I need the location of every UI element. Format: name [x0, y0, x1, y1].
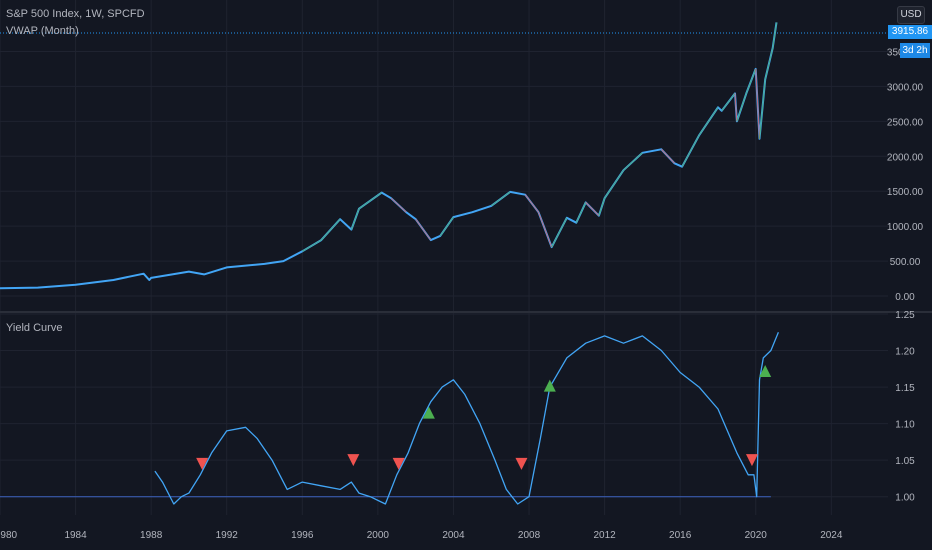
vwap-segment [350, 208, 360, 230]
price-tick-label: 1000.00 [887, 222, 924, 233]
vwap-segment [585, 202, 600, 217]
time-tick-label: 1996 [291, 530, 314, 541]
time-tick-label: 1988 [140, 530, 163, 541]
time-tick-label: 2004 [442, 530, 465, 541]
time-tick-label: 2000 [367, 530, 390, 541]
yield-curve-indicator-label[interactable]: Yield Curve [6, 322, 63, 334]
time-axis[interactable]: 1980 1984 1988 1992 1996 2000 2004 2008 2012 2016… [0, 530, 843, 541]
price-tick-label: 3000.00 [887, 82, 924, 93]
vwap-segment [772, 22, 778, 49]
buy-signal-marker [422, 406, 435, 419]
sell-signal-marker [515, 457, 528, 470]
yield-tick-label: 1.00 [895, 493, 915, 504]
currency-button[interactable]: USD [897, 6, 925, 24]
vwap-segment [745, 68, 757, 94]
yield-curve-axis[interactable]: 1.00 1.05 1.10 1.15 1.20 1.25 [895, 310, 915, 504]
vwap-segment [755, 68, 761, 139]
vwap-segment [390, 197, 407, 213]
price-tick-label: 2500.00 [887, 117, 924, 128]
time-tick-label: 1992 [216, 530, 239, 541]
vwap-segment [681, 135, 700, 167]
yield-tick-label: 1.25 [895, 310, 915, 321]
vwap-segment [302, 239, 322, 252]
price-pane [0, 22, 778, 290]
yield-tick-label: 1.05 [895, 456, 915, 467]
time-tick-label: 1980 [0, 530, 18, 541]
vwap-segment [660, 148, 675, 164]
time-tick-label: 2024 [820, 530, 843, 541]
price-tick-label: 2000.00 [887, 152, 924, 163]
vwap-segment [524, 194, 539, 213]
price-axis[interactable]: 0.00 500.00 1000.00 1500.00 2000.00 2500.00 30… [887, 47, 924, 303]
vwap-segment [759, 79, 766, 139]
vwap-segment [734, 93, 738, 122]
yield-tick-label: 1.20 [895, 347, 915, 358]
yield-tick-label: 1.15 [895, 383, 915, 394]
time-tick-label: 2020 [745, 530, 768, 541]
sell-signal-marker [196, 457, 209, 470]
sell-signal-marker [392, 457, 405, 470]
vwap-segment [604, 169, 624, 199]
price-tick-label: 0.00 [895, 292, 915, 303]
price-tick-label: 1500.00 [887, 187, 924, 198]
vwap-segment [358, 192, 382, 210]
vwap-segment [698, 107, 719, 136]
vwap-segment [575, 202, 587, 223]
vwap-segment [551, 217, 568, 248]
vwap-segment [721, 93, 736, 112]
vwap-indicator-label[interactable]: VWAP (Month) [6, 25, 79, 37]
vwap-segment [736, 93, 747, 122]
buy-signal-marker [543, 379, 556, 392]
yield-curve-pane [0, 332, 780, 505]
vwap-segment [439, 216, 454, 237]
vwap-segment [490, 191, 511, 207]
sell-signal-marker [347, 454, 360, 467]
sell-signal-marker [745, 454, 758, 467]
yield-curve-line [154, 332, 780, 505]
time-tick-label: 2008 [518, 530, 541, 541]
vwap-segment [598, 198, 606, 216]
vwap-segment [320, 218, 341, 241]
yield-tick-label: 1.10 [895, 420, 915, 431]
time-tick-label: 1984 [64, 530, 87, 541]
symbol-title[interactable]: S&P 500 Index, 1W, SPCFD [6, 8, 145, 20]
vwap-segment [538, 211, 553, 248]
last-price-tag: 3915.86 [888, 25, 932, 39]
vwap-segment [415, 218, 432, 241]
bar-countdown-tag: 3d 2h [900, 43, 930, 58]
time-tick-label: 2012 [593, 530, 616, 541]
vwap-segment [623, 152, 643, 171]
grid [0, 0, 888, 515]
vwap-segment [764, 47, 774, 80]
time-tick-label: 2016 [669, 530, 692, 541]
buy-signal-marker [759, 365, 772, 378]
sp500-price-line [0, 22, 778, 290]
price-tick-label: 500.00 [890, 257, 921, 268]
